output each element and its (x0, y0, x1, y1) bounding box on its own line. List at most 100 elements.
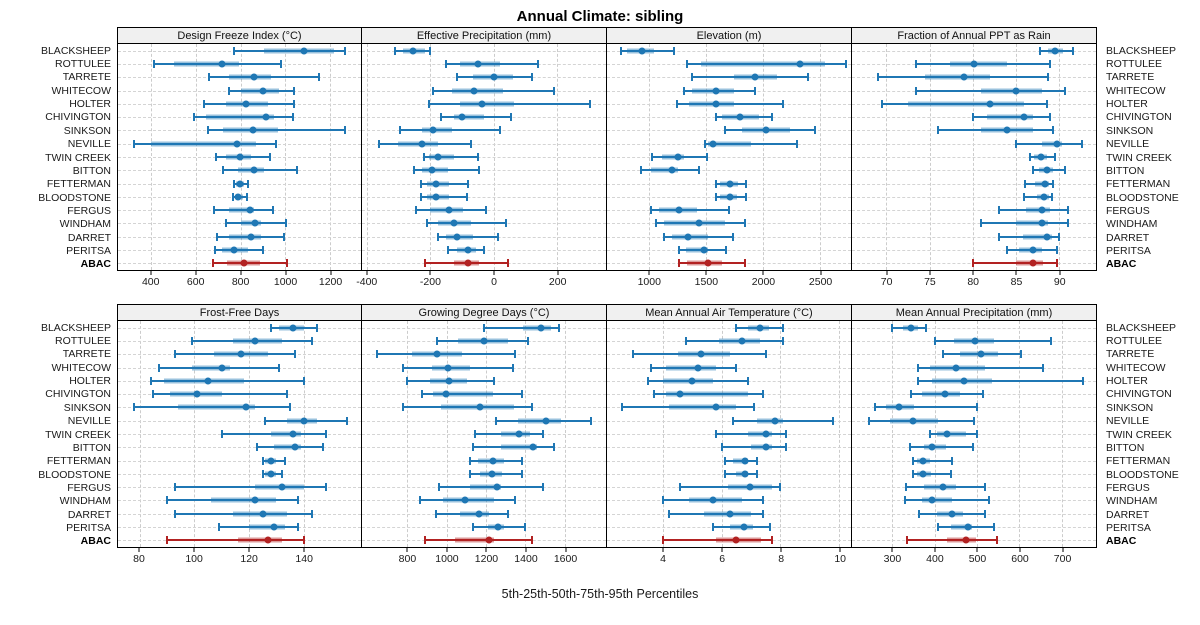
whisker-cap (975, 403, 978, 412)
whisker-cap (310, 509, 313, 518)
panel-strip-title: Elevation (m) (696, 29, 762, 42)
axis-tick-label: 700 (1053, 553, 1072, 565)
median-dot (450, 219, 458, 227)
whisker-cap (220, 430, 223, 438)
whisker-cap (212, 206, 215, 215)
whisker-cap (524, 523, 527, 532)
interquartile-bar (756, 418, 784, 424)
interquartile-bar (950, 61, 1008, 67)
interquartile-bar (500, 444, 538, 450)
whisker-cap (619, 46, 622, 55)
median-dot (475, 510, 483, 518)
percentile-whisker (664, 235, 733, 238)
row-label: ROTTULEE (1106, 335, 1163, 348)
whisker-cap (876, 73, 879, 82)
percentile-whisker (175, 512, 312, 515)
interquartile-bar (455, 537, 494, 543)
panel-plot-area (362, 321, 607, 548)
whisker-cap (213, 246, 216, 255)
median-dot (697, 350, 705, 358)
whisker-cap (514, 350, 517, 359)
axis-tick-label: 400 (926, 553, 944, 565)
median-dot (674, 153, 682, 161)
percentile-whisker (150, 379, 304, 382)
interquartile-bar (664, 220, 725, 226)
median-dot (939, 483, 947, 491)
whisker-cap (427, 99, 430, 108)
whisker-cap (735, 363, 738, 372)
whisker-cap (723, 456, 726, 465)
whisker-cap (1049, 113, 1052, 122)
percentile-whisker (648, 379, 749, 382)
whisker-cap (752, 403, 755, 412)
interquartile-bar (686, 247, 708, 253)
whisker-cap (929, 430, 932, 438)
median-dot (246, 206, 254, 214)
median-dot (204, 377, 212, 385)
row-label: NEVILLE (67, 415, 111, 428)
percentile-whisker (212, 262, 288, 265)
panel-strip: Mean Annual Air Temperature (°C) (607, 304, 852, 321)
whisker-cap (1071, 46, 1074, 55)
median-dot (445, 206, 453, 214)
axis-tick (150, 271, 152, 275)
interquartile-bar (273, 444, 301, 450)
whisker-cap (497, 232, 500, 241)
median-dot (952, 364, 960, 372)
whisker-cap (781, 99, 784, 108)
median-dot (270, 523, 278, 531)
whisker-cap (469, 469, 472, 478)
whisker-cap (973, 416, 975, 425)
row-label: FETTERMAN (46, 178, 111, 191)
median-dot (458, 113, 466, 121)
axis-tick (138, 548, 140, 552)
median-dot (478, 100, 486, 108)
whisker-cap (225, 219, 228, 228)
row-guide (852, 327, 1096, 329)
panel-strip-title: Mean Annual Air Temperature (°C) (645, 306, 813, 319)
panel-grid: Design Freeze Index (°C) Effective Precip… (0, 27, 1200, 574)
axis-tick (934, 548, 936, 552)
row-guide (362, 143, 606, 145)
interquartile-bar (422, 127, 453, 133)
median-dot (453, 233, 461, 241)
percentiles-caption: 5th-25th-50th-75th-95th Percentiles (501, 587, 699, 601)
row-guide (118, 473, 361, 475)
row-label: HOLTER (1106, 98, 1148, 111)
axis-tick-label: 600 (186, 276, 205, 288)
whisker-cap (723, 469, 726, 478)
median-dot (262, 113, 270, 121)
whisker-cap (275, 139, 278, 148)
row-label: TARRETE (62, 71, 111, 84)
whisker-cap (906, 536, 909, 545)
median-dot (476, 403, 484, 411)
whisker-cap (942, 350, 945, 359)
row-label: FERGUS (67, 481, 111, 494)
row-label: FETTERMAN (46, 455, 111, 468)
whisker-cap (1063, 166, 1066, 175)
whisker-cap (166, 536, 169, 545)
percentile-whisker (219, 526, 299, 529)
median-dot (1051, 47, 1059, 55)
row-label: ROTTULEE (54, 58, 111, 71)
whisker-cap (987, 496, 990, 505)
row-label: CHIVINGTON (45, 388, 111, 401)
axis-tick (240, 271, 242, 275)
percentile-whisker (208, 129, 346, 132)
whisker-cap (714, 430, 717, 438)
median-dot (259, 510, 267, 518)
percentile-whisker (438, 486, 544, 489)
median-dot (1041, 180, 1049, 188)
median-dot (434, 153, 442, 161)
whisker-cap (769, 523, 772, 532)
whisker-cap (174, 483, 177, 492)
whisker-cap (1066, 219, 1069, 228)
median-dot (732, 536, 740, 544)
whisker-cap (1028, 153, 1031, 161)
percentile-whisker (428, 102, 591, 105)
whisker-cap (753, 86, 756, 95)
axis-tick-label: 1000 (435, 553, 459, 565)
median-dot (960, 377, 968, 385)
row-guide (852, 183, 1096, 185)
median-dot (251, 337, 259, 345)
